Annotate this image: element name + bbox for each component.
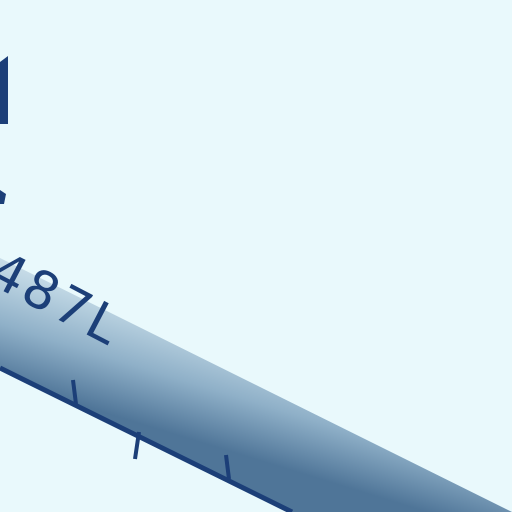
partial-glyph-top-left [0,56,8,124]
scale-tick [71,379,78,405]
fuselage-band [0,258,512,512]
fuselage-edge-line [0,365,294,512]
scale-tick [133,431,141,460]
scale-tick [224,454,231,480]
partial-glyph-mark [0,190,6,204]
